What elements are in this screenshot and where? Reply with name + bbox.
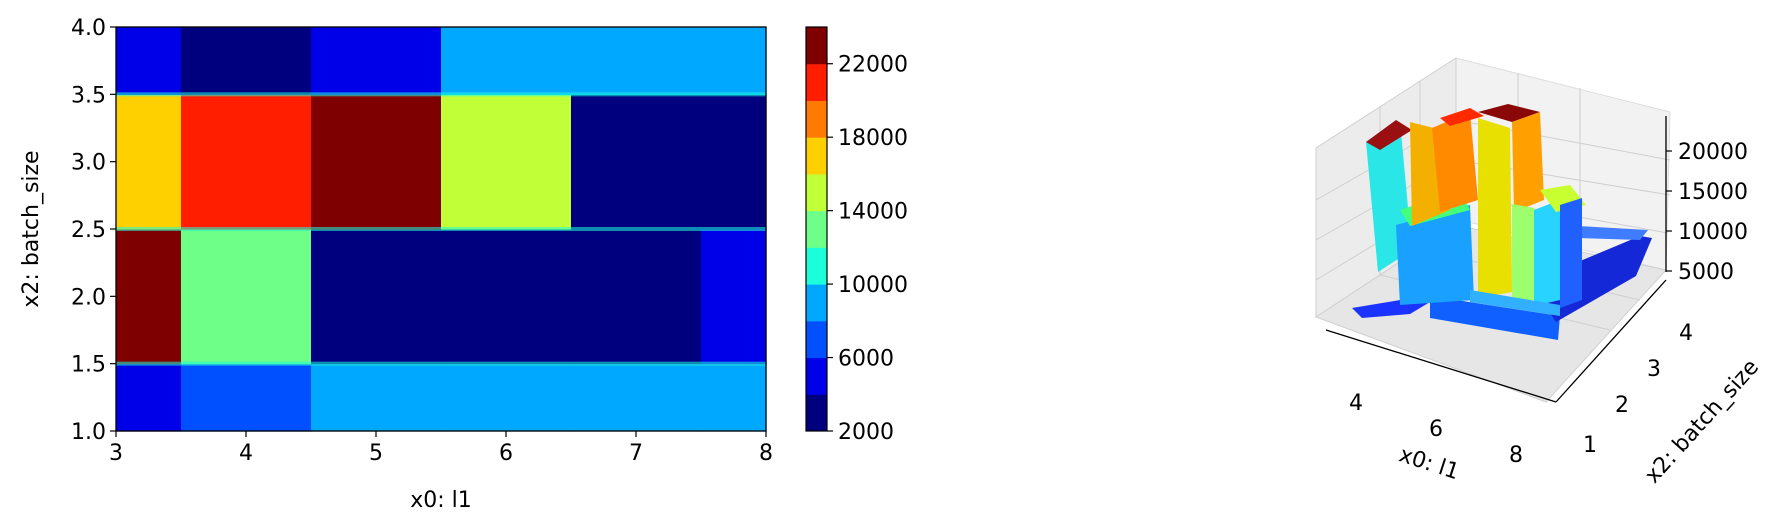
surface-front-ridge — [1430, 296, 1560, 340]
colorbar-bands — [806, 27, 827, 432]
surface-darkred-top — [1478, 104, 1540, 122]
surface-lime-wall — [1512, 204, 1534, 300]
3d-x-tick-label: 6 — [1429, 417, 1443, 442]
colorbar-band — [806, 100, 827, 138]
heatmap-cell — [311, 363, 442, 432]
y-tick-label: 4.0 — [71, 16, 106, 41]
heatmap-cells — [116, 27, 767, 432]
heatmap-cell — [571, 27, 702, 95]
y-tick-label: 1.5 — [71, 353, 106, 378]
heatmap-cell — [441, 229, 572, 365]
heatmap-cell — [571, 363, 702, 432]
x-tick-label: 6 — [499, 441, 513, 466]
contour-edge — [116, 361, 766, 366]
colorbar-band — [806, 137, 827, 175]
heatmap-cell — [571, 94, 702, 230]
heatmap-cell — [441, 94, 572, 230]
3d-x-axis-label: x0: l1 — [1396, 442, 1462, 485]
colorbar-band — [806, 320, 827, 359]
3d-y-tick-label: 4 — [1679, 321, 1693, 346]
heatmap-cell — [701, 229, 767, 365]
y-axis-ticks: 1.0 1.5 2.0 2.5 3.0 3.5 4.0 — [71, 16, 116, 445]
colorbar-band — [806, 247, 827, 285]
colorbar-tick-label: 6000 — [838, 347, 894, 372]
heatmap-cell — [441, 363, 572, 432]
surface-right-shelf — [1578, 226, 1648, 240]
colorbar-band — [806, 394, 827, 432]
surface-left-peak — [1366, 120, 1412, 150]
colorbar-tick-label: 18000 — [838, 126, 908, 151]
y-tick-label: 3.5 — [71, 83, 106, 108]
surface-low-floor — [1352, 300, 1430, 318]
heatmap-cell — [311, 229, 442, 365]
surface-blue-wall — [1560, 198, 1582, 308]
heatmap-cell — [181, 229, 312, 365]
heatmap-cell — [311, 27, 442, 95]
surface-orange-front — [1432, 112, 1478, 212]
colorbar: 2000 6000 10000 14000 18000 22000 — [805, 26, 908, 445]
colorbar-band — [806, 210, 827, 248]
surface-orange-side — [1512, 112, 1544, 212]
3d-x-tick-label: 4 — [1349, 391, 1363, 416]
3d-x-tick-label: 8 — [1509, 443, 1523, 468]
y-tick-label: 1.0 — [71, 420, 106, 445]
heatmap-cell — [571, 229, 702, 365]
x-tick-label: 5 — [369, 441, 383, 466]
y-tick-label: 2.5 — [71, 218, 106, 243]
surface-red-top — [1440, 108, 1484, 126]
x-tick-label: 8 — [759, 441, 773, 466]
colorbar-band — [806, 357, 827, 395]
3d-y-tick-label: 3 — [1647, 357, 1661, 382]
3d-z-tick-label: 10000 — [1678, 220, 1748, 245]
3d-z-tick-label: 20000 — [1678, 140, 1748, 165]
surface-cyan-wall — [1534, 200, 1560, 306]
y-axis-label: x2: batch_size — [19, 150, 44, 307]
heatmap-cell — [701, 94, 767, 230]
colorbar-tick-label: 10000 — [838, 273, 908, 298]
colorbar-band — [806, 63, 827, 101]
y-tick-label: 3.0 — [71, 151, 106, 176]
heatmap-cell — [116, 229, 182, 365]
colorbar-ticks: 2000 6000 10000 14000 18000 22000 — [827, 53, 908, 445]
colorbar-tick-label: 14000 — [838, 200, 908, 225]
x-axis-ticks: 3 4 5 6 7 8 — [109, 431, 773, 466]
heatmap-cell — [701, 27, 767, 95]
heatmap-cell — [116, 363, 182, 432]
surface — [1352, 104, 1652, 340]
colorbar-band — [806, 173, 827, 212]
contour-edge — [116, 227, 766, 231]
y-tick-label: 2.0 — [71, 285, 106, 310]
x-tick-label: 3 — [109, 441, 123, 466]
surface-yellow-wall — [1478, 118, 1512, 298]
colorbar-tick-label: 2000 — [838, 420, 894, 445]
3d-axes — [1325, 116, 1667, 403]
heatmap-cell — [701, 363, 767, 432]
heatmap-cell — [181, 363, 312, 432]
x-tick-label: 7 — [629, 441, 643, 466]
heatmap-cell — [181, 94, 312, 230]
contour-plot: 3 4 5 6 7 8 1.0 1.5 2.0 2.5 3.0 3.5 4.0 x0: l1 x2: … — [19, 16, 773, 513]
contour-edge — [116, 92, 766, 97]
x-tick-label: 4 — [239, 441, 253, 466]
heatmap-cell — [441, 27, 572, 95]
colorbar-band — [806, 27, 827, 65]
3d-z-tick-label: 5000 — [1678, 260, 1734, 285]
surface-front-step — [1470, 290, 1560, 316]
3d-z-tick-label: 15000 — [1678, 180, 1748, 205]
3d-y-tick-label: 2 — [1615, 393, 1629, 418]
colorbar-band — [806, 284, 827, 322]
3d-y-tick-label: 1 — [1583, 433, 1597, 458]
heatmap-cell — [311, 94, 442, 230]
heatmap-cell — [116, 27, 182, 95]
heatmap-cell — [181, 27, 312, 95]
heatmap-cell — [116, 94, 182, 230]
surface-mid-low — [1396, 205, 1474, 305]
colorbar-tick-label: 22000 — [838, 53, 908, 78]
x-axis-label: x0: l1 — [410, 488, 472, 513]
colorbar-frame — [805, 26, 828, 432]
